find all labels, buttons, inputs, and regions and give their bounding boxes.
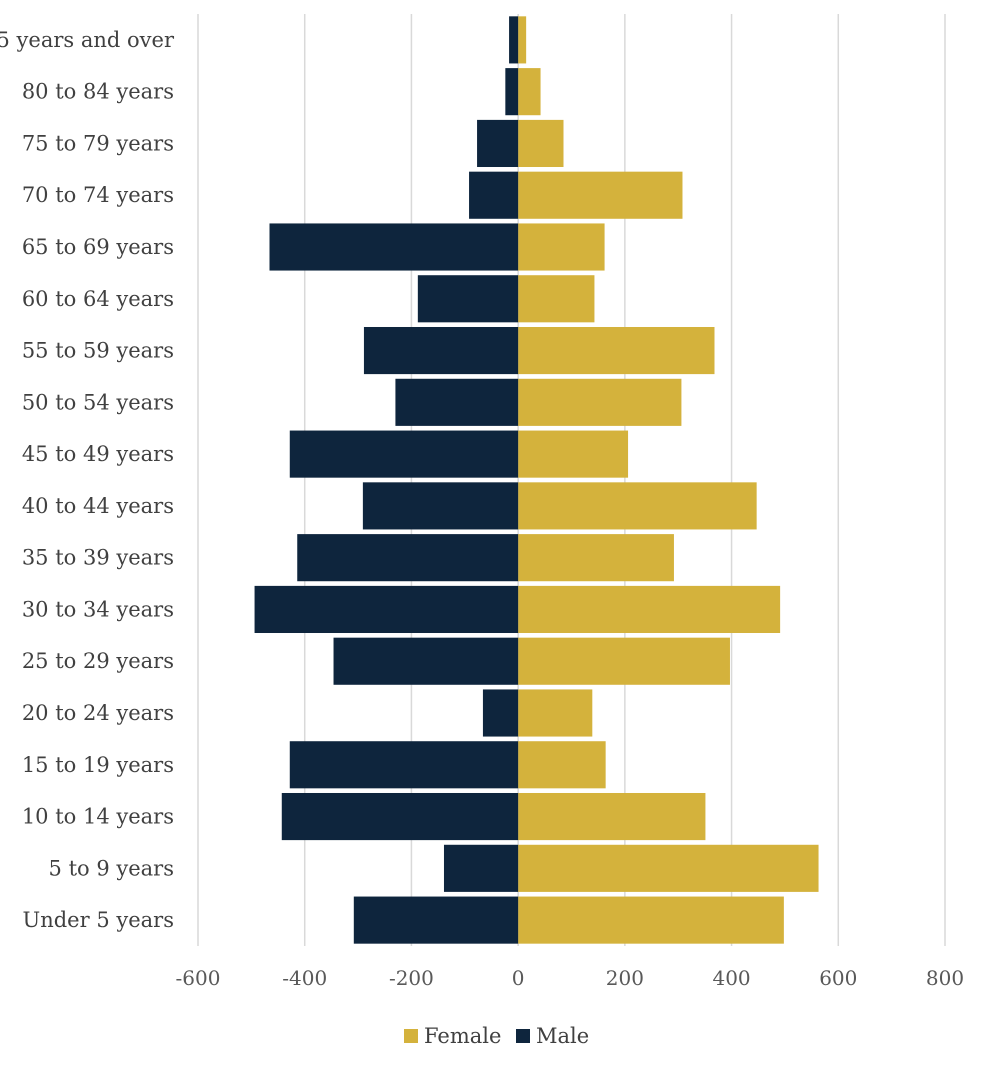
- category-label-35-to-39-years: 35 to 39 years: [22, 546, 174, 570]
- bar-male-25-to-29-years: [333, 637, 519, 685]
- bar-female-20-to-24-years: [518, 689, 593, 737]
- bar-male-75-to-79-years: [477, 119, 519, 168]
- bar-male-40-to-44-years: [362, 482, 519, 530]
- category-label-10-to-14-years: 10 to 14 years: [22, 805, 174, 829]
- bar-female-85-years-and-over: [518, 16, 527, 64]
- x-tick-label-200: -200: [389, 966, 434, 990]
- bar-male-55-to-59-years: [363, 326, 519, 375]
- legend: Female Male: [404, 1024, 589, 1048]
- x-tick-label-600: 600: [819, 966, 857, 990]
- x-tick-label-0: 0: [512, 966, 525, 990]
- x-tick-label-400: 400: [712, 966, 750, 990]
- category-label-under-5-years: Under 5 years: [23, 908, 174, 932]
- bar-female-45-to-49-years: [518, 430, 629, 478]
- bar-male-80-to-84-years: [505, 68, 519, 116]
- bar-female-5-to-9-years: [518, 844, 819, 892]
- gridlines: [197, 14, 946, 946]
- category-label-55-to-59-years: 55 to 59 years: [22, 339, 174, 363]
- bar-female-40-to-44-years: [518, 482, 757, 530]
- bar-male-70-to-74-years: [469, 171, 519, 219]
- legend-label-male: Male: [536, 1024, 589, 1048]
- bar-male-65-to-69-years: [269, 223, 519, 271]
- category-label-25-to-29-years: 25 to 29 years: [22, 649, 174, 673]
- category-label-50-to-54-years: 50 to 54 years: [22, 390, 174, 414]
- category-label-70-to-74-years: 70 to 74 years: [22, 183, 174, 207]
- x-axis-tick-labels: -600 -400 -200 0 200 400 600 800: [176, 966, 965, 990]
- bar-female-60-to-64-years: [518, 275, 595, 323]
- bar-female-65-to-69-years: [518, 223, 605, 271]
- bar-female-75-to-79-years: [518, 119, 564, 168]
- category-label-45-to-49-years: 45 to 49 years: [22, 442, 174, 466]
- x-tick-label-600: -600: [176, 966, 221, 990]
- bar-female-under-5-years: [518, 896, 784, 944]
- category-label-85-years-and-over: 85 years and over: [0, 28, 175, 52]
- category-label-15-to-19-years: 15 to 19 years: [22, 753, 174, 777]
- category-label-60-to-64-years: 60 to 64 years: [22, 287, 174, 311]
- category-label-20-to-24-years: 20 to 24 years: [22, 701, 174, 725]
- category-label-80-to-84-years: 80 to 84 years: [22, 80, 174, 104]
- x-tick-label-200: 200: [606, 966, 644, 990]
- bar-female-80-to-84-years: [518, 68, 541, 116]
- bar-male-20-to-24-years: [482, 689, 519, 737]
- category-label-5-to-9-years: 5 to 9 years: [49, 856, 174, 880]
- bar-female-30-to-34-years: [518, 585, 781, 634]
- bar-male-85-years-and-over: [509, 16, 519, 64]
- bar-male-45-to-49-years: [289, 430, 519, 478]
- bar-female-10-to-14-years: [518, 792, 706, 841]
- bar-male-35-to-39-years: [297, 534, 519, 582]
- legend-label-female: Female: [424, 1024, 501, 1048]
- bar-female-25-to-29-years: [518, 637, 730, 685]
- bar-male-5-to-9-years: [443, 844, 519, 892]
- bar-male-50-to-54-years: [395, 378, 519, 426]
- bar-male-15-to-19-years: [289, 741, 519, 789]
- category-label-75-to-79-years: 75 to 79 years: [22, 131, 174, 155]
- bar-female-35-to-39-years: [518, 534, 674, 582]
- bar-male-30-to-34-years: [254, 585, 519, 634]
- bar-female-15-to-19-years: [518, 741, 606, 789]
- bars: [254, 16, 819, 944]
- category-labels: 85 years and over 80 to 84 years 75 to 79 …: [0, 28, 175, 932]
- category-label-40-to-44-years: 40 to 44 years: [22, 494, 174, 518]
- bar-female-55-to-59-years: [518, 326, 715, 375]
- category-label-30-to-34-years: 30 to 34 years: [22, 597, 174, 621]
- bar-female-70-to-74-years: [518, 171, 683, 219]
- x-tick-label-400: -400: [282, 966, 327, 990]
- legend-swatch-female: [404, 1029, 418, 1043]
- legend-swatch-male: [516, 1029, 530, 1043]
- x-tick-label-800: 800: [926, 966, 964, 990]
- category-label-65-to-69-years: 65 to 69 years: [22, 235, 174, 259]
- bar-female-50-to-54-years: [518, 378, 682, 426]
- bar-male-10-to-14-years: [281, 792, 519, 841]
- bar-male-under-5-years: [353, 896, 519, 944]
- bar-male-60-to-64-years: [417, 275, 519, 323]
